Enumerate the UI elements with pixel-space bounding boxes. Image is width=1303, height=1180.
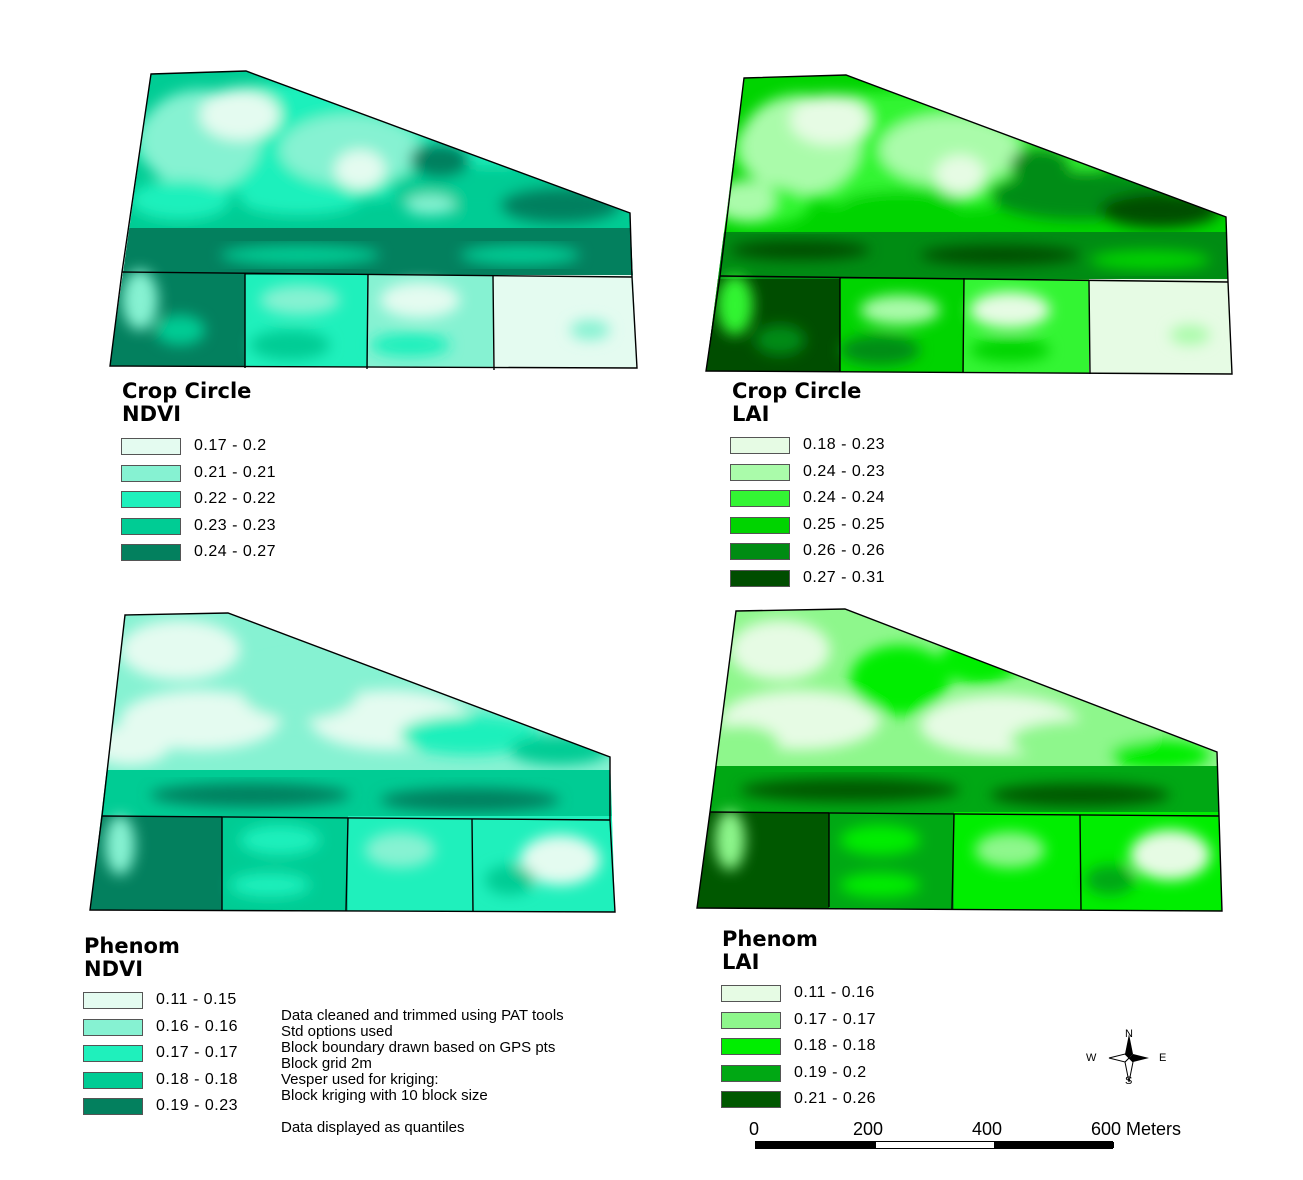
compass-s: S: [1125, 1075, 1133, 1087]
scale-segment: [756, 1142, 876, 1148]
scale-bar: [755, 1141, 1114, 1149]
legend-swatch: [83, 992, 143, 1009]
title-line-1: Phenom: [722, 927, 818, 951]
legend-label: 0.22 - 0.22: [194, 490, 276, 508]
scale-segment: [994, 1142, 1114, 1148]
compass-n: N: [1125, 1028, 1133, 1040]
legend-label: 0.23 - 0.23: [194, 516, 276, 534]
legend-swatch: [83, 1071, 143, 1089]
legend-swatch: [730, 437, 790, 454]
legend-label: 0.11 - 0.15: [156, 991, 237, 1008]
legend-swatch: [721, 1064, 781, 1082]
scale-label-600: 600 Meters: [1091, 1119, 1182, 1139]
legend-swatch: [730, 490, 790, 508]
legend-label: 0.17 - 0.17: [156, 1044, 238, 1062]
map-phenom-lai: [697, 609, 1222, 911]
map-crop-circle-lai: [706, 75, 1232, 374]
legend-swatch: [721, 1038, 781, 1056]
title-line-2: LAI: [732, 402, 770, 426]
map-phenom-ndvi: [90, 613, 615, 912]
legend-swatch: [121, 464, 181, 482]
legend-label: 0.27 - 0.31: [803, 568, 885, 586]
legend-swatch: [121, 517, 181, 535]
legend-label: 0.24 - 0.23: [803, 462, 885, 480]
note-line: Block grid 2m: [281, 1055, 372, 1072]
legend-label: 0.21 - 0.21: [194, 463, 276, 481]
legend-label: 0.24 - 0.24: [803, 489, 885, 507]
title-line-2: NDVI: [84, 957, 144, 981]
title-crop-circle-ndvi: Crop Circle NDVI: [122, 380, 251, 426]
note-line: Data displayed as quantiles: [281, 1119, 465, 1136]
boundaries-crop-circle-lai: [705, 74, 1233, 375]
compass-rose-icon: [1108, 1034, 1149, 1083]
title-line-1: Phenom: [84, 934, 180, 958]
legend-swatch: [721, 985, 781, 1002]
legend-swatch: [83, 1045, 143, 1063]
legend-label: 0.19 - 0.23: [156, 1097, 238, 1115]
note-line: Std options used: [281, 1023, 393, 1040]
title-crop-circle-lai: Crop Circle LAI: [732, 380, 861, 426]
scale-label-0: 0: [749, 1119, 760, 1139]
legend-label: 0.19 - 0.2: [794, 1063, 867, 1081]
legend-swatch: [730, 569, 790, 587]
legend-swatch: [121, 491, 181, 509]
boundaries-phenom-lai: [696, 608, 1223, 912]
legend-swatch: [121, 438, 181, 455]
title-line-1: Crop Circle: [122, 379, 252, 403]
legend-label: 0.21 - 0.26: [794, 1090, 876, 1108]
legend-swatch: [121, 544, 181, 562]
legend-swatch: [730, 463, 790, 481]
title-phenom-ndvi: Phenom NDVI: [84, 935, 180, 981]
legend-label: 0.24 - 0.27: [194, 543, 276, 561]
legend-label: 0.16 - 0.16: [156, 1017, 238, 1035]
title-phenom-lai: Phenom LAI: [722, 928, 818, 974]
legend-label: 0.18 - 0.18: [156, 1070, 238, 1088]
legend-label: 0.25 - 0.25: [803, 515, 885, 533]
legend-swatch: [721, 1011, 781, 1029]
legend-label: 0.11 - 0.16: [794, 984, 875, 1001]
boundaries-crop-circle-ndvi: [109, 70, 638, 371]
scale-label-200: 200: [853, 1119, 884, 1139]
scale-label-400: 400: [972, 1119, 1003, 1139]
processing-notes: Data cleaned and trimmed using PAT tools…: [281, 1008, 564, 1136]
legend-swatch: [730, 543, 790, 561]
legend-label: 0.26 - 0.26: [803, 542, 885, 560]
note-line: Block kriging with 10 block size: [281, 1087, 488, 1104]
north-arrow: N S E W: [1083, 1028, 1173, 1093]
legend-swatch: [721, 1091, 781, 1109]
title-line-1: Crop Circle: [732, 379, 862, 403]
compass-w: W: [1086, 1052, 1097, 1064]
legend-swatch: [83, 1018, 143, 1036]
legend-label: 0.17 - 0.2: [194, 437, 267, 454]
note-line: Vesper used for kriging:: [281, 1071, 439, 1088]
compass-e: E: [1159, 1052, 1167, 1064]
legend-label: 0.17 - 0.17: [794, 1010, 876, 1028]
title-line-2: NDVI: [122, 402, 182, 426]
note-line: Block boundary drawn based on GPS pts: [281, 1039, 556, 1056]
legend-label: 0.18 - 0.23: [803, 436, 885, 453]
title-line-2: LAI: [722, 950, 760, 974]
map-crop-circle-ndvi: [110, 71, 637, 368]
note-line: Data cleaned and trimmed using PAT tools: [281, 1007, 564, 1024]
legend-swatch: [730, 516, 790, 534]
legend-label: 0.18 - 0.18: [794, 1037, 876, 1055]
legend-swatch: [83, 1098, 143, 1116]
boundaries-phenom-ndvi: [89, 612, 616, 913]
